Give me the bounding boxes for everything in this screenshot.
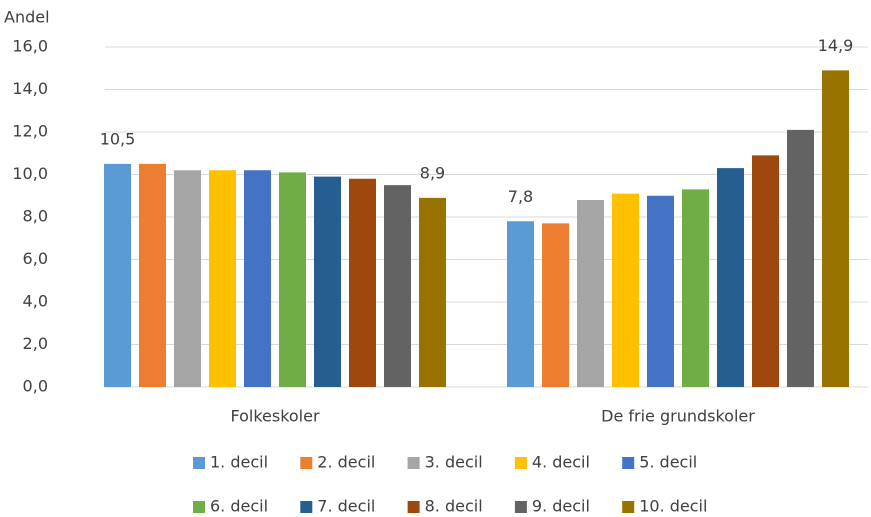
bar [104, 163, 131, 387]
legend-swatch [300, 501, 313, 513]
bar [349, 178, 376, 387]
y-tick-label: 8,0 [23, 207, 48, 226]
y-tick-label: 16,0 [12, 37, 48, 56]
data-label: 8,9 [420, 163, 445, 182]
legend-label: 3. decil [425, 453, 483, 472]
legend-swatch [622, 457, 635, 469]
legend-swatch [300, 457, 313, 469]
legend-swatch [193, 457, 205, 469]
x-tick-label: De frie grundskoler [601, 407, 755, 426]
bar [139, 163, 166, 387]
bar [384, 185, 411, 387]
bar [612, 193, 639, 387]
x-tick-label: Folkeskoler [230, 407, 320, 426]
y-tick-label: 14,0 [12, 79, 48, 98]
y-tick-label: 0,0 [23, 377, 48, 396]
data-label: 14,9 [818, 36, 854, 55]
bar [419, 197, 446, 387]
bar [314, 176, 341, 387]
legend-label: 10. decil [639, 497, 707, 516]
legend-swatch [514, 501, 527, 513]
bar [279, 172, 306, 387]
data-label: 10,5 [100, 129, 136, 148]
legend-label: 8. decil [425, 497, 483, 516]
y-tick-label: 10,0 [12, 164, 48, 183]
data-label: 7,8 [508, 187, 533, 206]
legend-swatch [407, 457, 420, 469]
legend-label: 6. decil [210, 497, 268, 516]
bar [752, 155, 779, 387]
y-tick-label: 12,0 [12, 122, 48, 141]
y-tick-label: 2,0 [23, 334, 48, 353]
legend-label: 1. decil [210, 453, 268, 472]
bar [577, 200, 604, 387]
bar [682, 189, 709, 387]
bar [822, 70, 849, 387]
legend-label: 7. decil [317, 497, 375, 516]
bar [717, 168, 744, 387]
y-tick-label: 6,0 [23, 249, 48, 268]
bar [174, 170, 201, 387]
legend-swatch [407, 501, 420, 513]
legend-label: 9. decil [532, 497, 590, 516]
y-axis-label: Andel [4, 8, 50, 27]
bar [507, 221, 534, 387]
legend-swatch [622, 501, 635, 513]
y-tick-label: 4,0 [23, 292, 48, 311]
legend-swatch [514, 457, 527, 469]
bar [244, 170, 271, 387]
bar [787, 129, 814, 387]
bar [542, 223, 569, 387]
legend-label: 4. decil [532, 453, 590, 472]
legend-swatch [193, 501, 205, 513]
bar [209, 170, 236, 387]
legend-label: 2. decil [317, 453, 375, 472]
legend-label: 5. decil [639, 453, 697, 472]
bar [647, 195, 674, 387]
